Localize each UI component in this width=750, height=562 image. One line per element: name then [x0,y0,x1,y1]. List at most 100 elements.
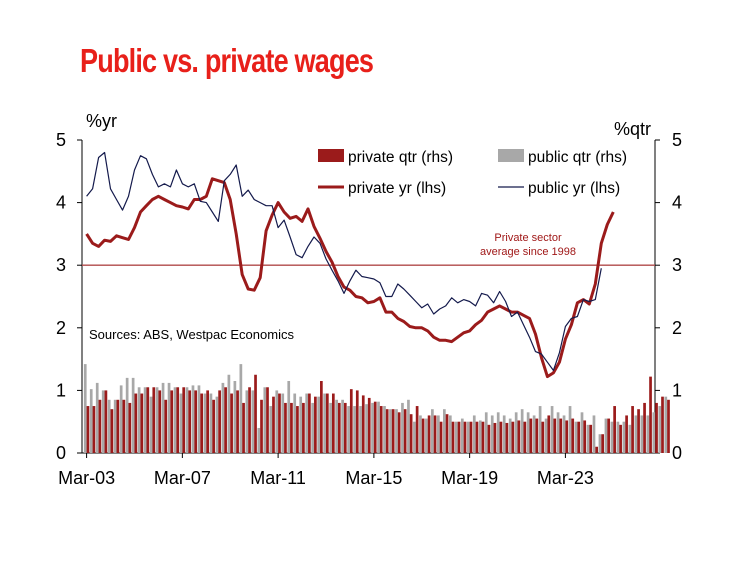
bar-private-qtr [457,421,461,453]
bar-private-qtr [427,415,431,453]
bar-public-qtr [179,393,183,453]
bar-public-qtr [203,393,207,453]
bar-public-qtr [83,364,87,453]
bar-public-qtr [425,418,428,453]
x-tick-labels: Mar-03 Mar-07 Mar-11 Mar-15 Mar-19 Mar-23 [58,468,594,488]
bar-public-qtr [431,409,434,453]
bar-private-qtr [260,399,263,453]
bar-public-qtr [508,418,512,453]
bar-private-qtr [613,406,616,453]
bar-public-qtr [251,390,255,453]
x-tick-label: Mar-23 [537,468,594,488]
bar-public-qtr [125,377,129,453]
bar-private-qtr [361,395,365,453]
bar-public-qtr [413,421,416,453]
bar-public-qtr [89,389,93,453]
bar-public-qtr [646,415,650,453]
bar-private-qtr [116,399,120,453]
bar-private-qtr [637,409,640,453]
bar-private-qtr [331,393,335,453]
bar-public-qtr [197,385,201,453]
bar-private-qtr [122,399,126,453]
bar-public-qtr [604,418,608,453]
bar-private-qtr [409,414,413,453]
bar-private-qtr [379,406,383,453]
bar-private-qtr [667,399,670,453]
bar-public-qtr [401,402,404,453]
bar-private-qtr [302,402,305,453]
bar-private-qtr [529,418,533,453]
public-yr-line [86,151,602,371]
bar-public-qtr [287,381,291,453]
bar-private-qtr [254,374,257,453]
bar-private-qtr [445,414,449,453]
y-tick-label-left: 2 [56,318,66,338]
bar-public-qtr [209,393,213,453]
reference-label-line2: average since 1998 [480,246,576,258]
x-tick-label: Mar-15 [345,468,402,488]
bar-public-qtr [347,406,350,453]
bar-private-qtr [415,406,419,453]
axis-ticks [77,139,660,458]
bar-private-qtr [499,421,503,453]
bar-public-qtr [371,402,374,453]
bar-private-qtr [433,415,437,453]
bar-private-qtr [337,402,341,453]
bar-private-qtr [625,415,628,453]
bar-private-qtr [385,409,389,453]
bar-private-qtr [326,393,329,453]
bar-public-qtr [568,406,572,453]
bar-private-qtr [649,376,652,453]
bar-private-qtr [493,422,497,453]
bar-public-qtr [113,399,117,453]
bar-public-qtr [610,421,614,453]
bar-public-qtr [598,434,602,453]
bar-private-qtr [320,381,323,453]
bar-private-qtr [242,402,245,453]
bar-private-qtr [164,399,168,453]
bar-public-qtr [502,415,506,453]
bar-private-qtr [355,390,359,453]
bar-private-qtr [469,421,473,453]
y-tick-label-left: 5 [56,130,66,150]
y-axis-label-left: %yr [86,111,117,131]
bar-public-qtr [407,399,410,453]
bar-private-qtr [182,387,186,453]
x-tick-label: Mar-03 [58,468,115,488]
bar-public-qtr [335,399,338,453]
bar-private-qtr [146,387,150,453]
bar-private-qtr [104,390,108,453]
x-tick-label: Mar-19 [441,468,498,488]
bar-private-qtr [230,393,233,453]
bar-private-qtr [589,424,593,453]
bar-private-qtr [655,402,658,453]
bar-private-qtr [391,409,395,453]
legend: private qtr (rhs) public qtr (rhs) priva… [318,149,627,197]
bar-private-qtr [206,390,209,453]
y-tick-label-right: 4 [672,193,682,213]
bar-public-qtr [664,396,668,453]
bar-private-qtr [224,387,227,453]
bar-private-qtr [451,421,455,453]
bar-private-qtr [553,418,557,453]
bar-private-qtr [559,418,563,453]
bar-public-qtr [562,415,566,453]
private-yr-line [85,177,615,379]
bar-public-qtr [365,404,368,453]
x-tick-label: Mar-07 [154,468,211,488]
bar-private-qtr [505,422,509,453]
bar-private-qtr [439,421,443,453]
bar-public-qtr [454,421,458,453]
y-tick-label-right: 5 [672,130,682,150]
bar-private-qtr [487,424,491,453]
bar-public-qtr [520,409,524,453]
bar-public-qtr [161,382,165,453]
bar-public-qtr [389,409,392,453]
bar-public-qtr [95,382,99,453]
bar-private-qtr [511,421,515,453]
bar-private-qtr [236,390,239,453]
bar-private-qtr [403,409,407,453]
bar-private-qtr [475,421,479,453]
bar-public-qtr [311,402,315,453]
